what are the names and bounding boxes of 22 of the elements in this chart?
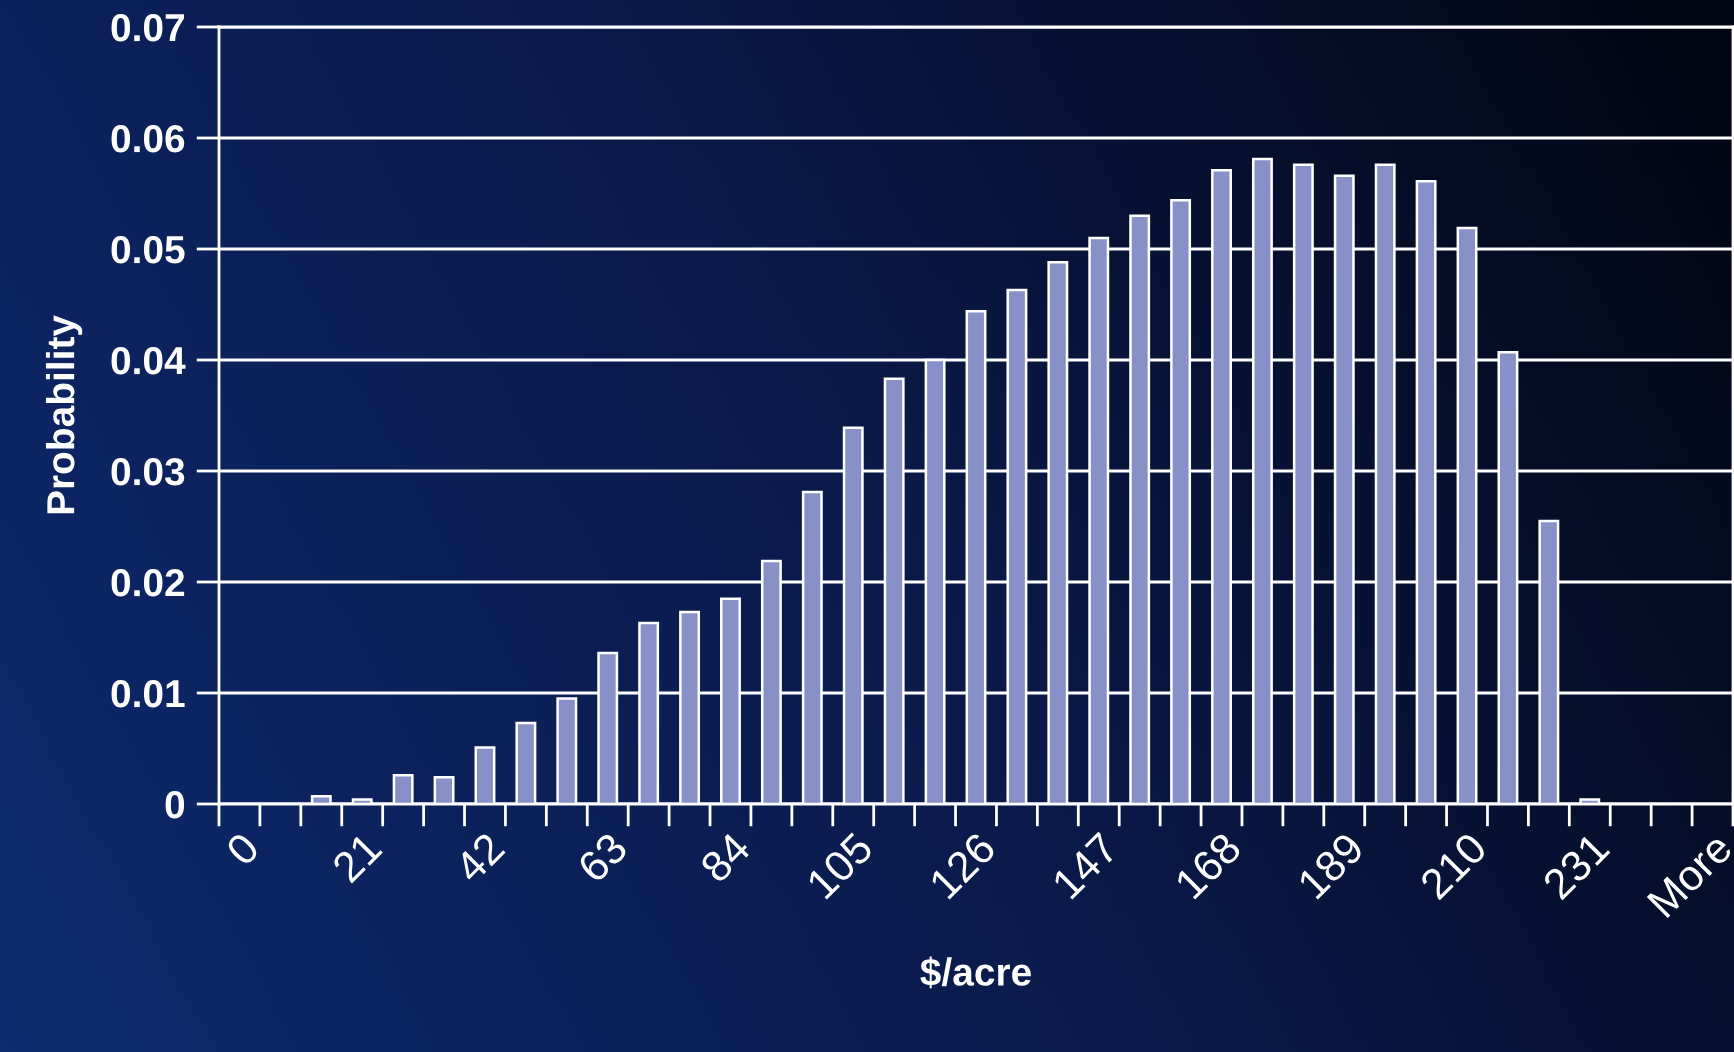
x-tick-label: 147 [1051,831,1120,900]
y-tick-label: 0.02 [111,568,185,597]
y-tick-label: 0.03 [111,457,185,486]
x-tick-label: 84 [698,830,752,884]
x-tick-label: 126 [928,831,998,900]
y-tick-label: 0.04 [111,346,186,375]
y-axis-title: Probability [45,315,83,514]
y-tick-label: 0.05 [111,235,185,264]
x-tick-label: 189 [1296,831,1366,900]
x-tick-label: 231 [1541,831,1611,901]
x-tick-label: 0 [224,830,261,868]
x-tick-label: 63 [576,831,629,884]
x-tick-label: 210 [1418,830,1489,901]
y-tick-label: 0 [165,790,185,819]
x-tick-label: 21 [330,831,383,884]
x-tick-label: 42 [452,831,506,885]
x-axis-title: $/acre [920,956,1031,989]
y-tick-label: 0.01 [111,679,185,708]
y-tick-label: 0.06 [111,124,185,153]
x-tick-label: 105 [805,831,875,900]
x-tick-label: 168 [1173,831,1243,900]
y-tick-label: 0.07 [111,13,184,42]
